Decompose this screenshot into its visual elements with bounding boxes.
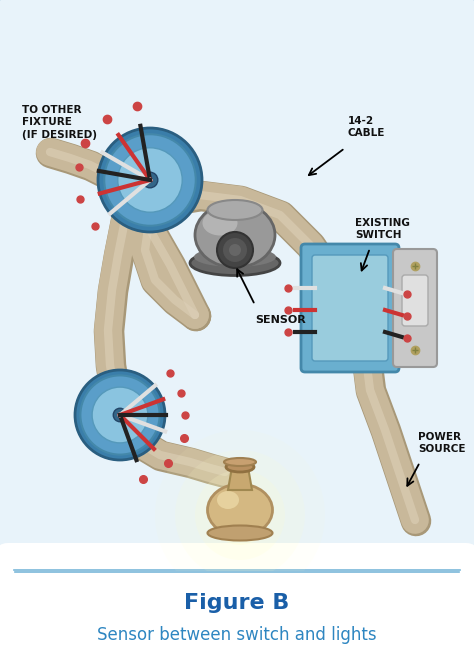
Ellipse shape [195, 203, 275, 267]
Text: Sensor between switch and lights: Sensor between switch and lights [97, 626, 377, 644]
Text: EXISTING
SWITCH: EXISTING SWITCH [355, 218, 410, 240]
FancyBboxPatch shape [301, 244, 399, 372]
Circle shape [98, 128, 202, 232]
Circle shape [118, 148, 182, 212]
Circle shape [113, 408, 127, 422]
Ellipse shape [208, 484, 273, 536]
Circle shape [81, 376, 160, 455]
FancyBboxPatch shape [0, 543, 474, 667]
Ellipse shape [208, 200, 263, 220]
Circle shape [195, 470, 285, 560]
Circle shape [217, 232, 253, 268]
Circle shape [229, 244, 241, 256]
Text: SENSOR: SENSOR [255, 315, 306, 325]
Circle shape [210, 485, 270, 545]
Ellipse shape [208, 526, 273, 540]
FancyBboxPatch shape [393, 249, 437, 367]
Text: POWER
SOURCE: POWER SOURCE [418, 432, 465, 454]
FancyBboxPatch shape [312, 255, 388, 361]
Polygon shape [228, 467, 252, 490]
Text: Figure B: Figure B [184, 593, 290, 613]
Ellipse shape [217, 491, 239, 509]
Ellipse shape [226, 462, 254, 472]
Circle shape [218, 493, 262, 537]
Text: 14-2
CABLE: 14-2 CABLE [348, 117, 385, 138]
Circle shape [75, 370, 165, 460]
Circle shape [142, 172, 158, 188]
Circle shape [155, 430, 325, 600]
Circle shape [223, 238, 247, 262]
Circle shape [175, 450, 305, 580]
Ellipse shape [190, 251, 280, 275]
Circle shape [104, 134, 196, 225]
Ellipse shape [202, 211, 237, 235]
FancyBboxPatch shape [402, 275, 428, 326]
Text: TO OTHER
FIXTURE
(IF DESIRED): TO OTHER FIXTURE (IF DESIRED) [22, 105, 97, 140]
Ellipse shape [194, 247, 276, 267]
Circle shape [92, 387, 148, 443]
Ellipse shape [224, 458, 256, 466]
